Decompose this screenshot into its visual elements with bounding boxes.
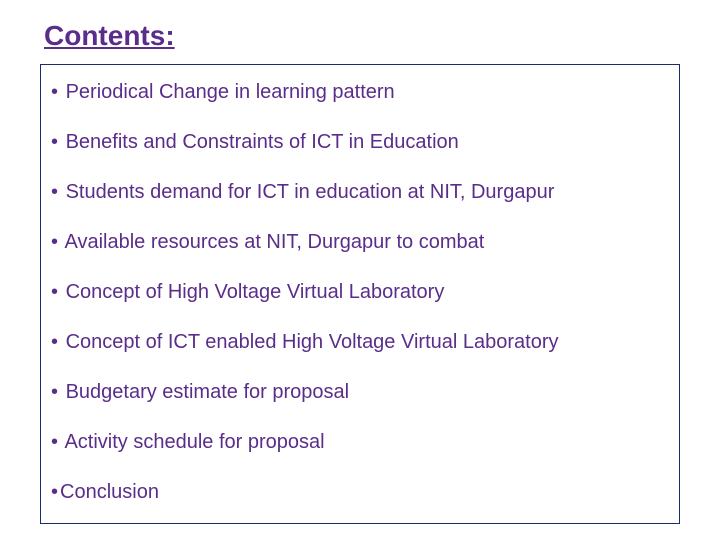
bullet-icon: •: [51, 331, 58, 353]
item-text: Activity schedule for proposal: [64, 431, 324, 453]
item-text: Students demand for ICT in education at …: [66, 181, 555, 203]
item-text: Conclusion: [60, 481, 159, 503]
slide-title: Contents:: [44, 20, 680, 52]
content-box: • Periodical Change in learning pattern …: [40, 64, 680, 524]
list-item: •Conclusion: [51, 479, 669, 505]
list-item: • Budgetary estimate for proposal: [51, 379, 669, 405]
bullet-icon: •: [51, 431, 58, 453]
bullet-icon: •: [51, 131, 58, 153]
list-item: • Benefits and Constraints of ICT in Edu…: [51, 129, 669, 155]
item-text: Budgetary estimate for proposal: [66, 381, 350, 403]
item-text: Concept of High Voltage Virtual Laborato…: [66, 281, 445, 303]
slide-container: Contents: • Periodical Change in learnin…: [0, 0, 720, 540]
bullet-icon: •: [51, 81, 58, 103]
item-text: Benefits and Constraints of ICT in Educa…: [66, 131, 459, 153]
bullet-icon: •: [51, 481, 58, 503]
list-item: • Activity schedule for proposal: [51, 429, 669, 455]
item-text: Concept of ICT enabled High Voltage Virt…: [66, 331, 559, 353]
bullet-icon: •: [51, 281, 58, 303]
bullet-icon: •: [51, 181, 58, 203]
item-text: Available resources at NIT, Durgapur to …: [64, 231, 484, 253]
bullet-icon: •: [51, 231, 58, 253]
list-item: • Concept of ICT enabled High Voltage Vi…: [51, 329, 669, 355]
list-item: • Concept of High Voltage Virtual Labora…: [51, 279, 669, 305]
item-text: Periodical Change in learning pattern: [66, 81, 395, 103]
list-item: • Students demand for ICT in education a…: [51, 179, 669, 205]
bullet-icon: •: [51, 381, 58, 403]
list-item: • Periodical Change in learning pattern: [51, 79, 669, 105]
list-item: • Available resources at NIT, Durgapur t…: [51, 229, 669, 255]
